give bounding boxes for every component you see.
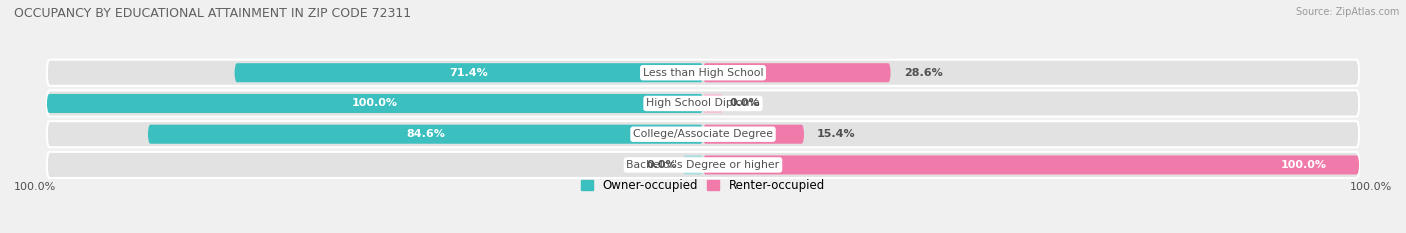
Text: OCCUPANCY BY EDUCATIONAL ATTAINMENT IN ZIP CODE 72311: OCCUPANCY BY EDUCATIONAL ATTAINMENT IN Z…: [14, 7, 411, 20]
FancyBboxPatch shape: [703, 155, 1360, 175]
Text: 71.4%: 71.4%: [450, 68, 488, 78]
Legend: Owner-occupied, Renter-occupied: Owner-occupied, Renter-occupied: [581, 179, 825, 192]
FancyBboxPatch shape: [703, 63, 890, 82]
FancyBboxPatch shape: [46, 94, 703, 113]
Text: 0.0%: 0.0%: [647, 160, 676, 170]
Text: Source: ZipAtlas.com: Source: ZipAtlas.com: [1295, 7, 1399, 17]
FancyBboxPatch shape: [148, 125, 703, 144]
FancyBboxPatch shape: [703, 94, 723, 113]
FancyBboxPatch shape: [46, 60, 1360, 86]
FancyBboxPatch shape: [46, 152, 1360, 178]
Text: 100.0%: 100.0%: [14, 182, 56, 192]
FancyBboxPatch shape: [683, 155, 703, 175]
Text: Bachelor's Degree or higher: Bachelor's Degree or higher: [627, 160, 779, 170]
Text: 100.0%: 100.0%: [352, 99, 398, 109]
FancyBboxPatch shape: [46, 121, 1360, 147]
Text: College/Associate Degree: College/Associate Degree: [633, 129, 773, 139]
Text: 28.6%: 28.6%: [904, 68, 942, 78]
FancyBboxPatch shape: [235, 63, 703, 82]
Text: 15.4%: 15.4%: [817, 129, 856, 139]
FancyBboxPatch shape: [703, 125, 804, 144]
Text: 100.0%: 100.0%: [1350, 182, 1392, 192]
Text: 0.0%: 0.0%: [730, 99, 759, 109]
Text: Less than High School: Less than High School: [643, 68, 763, 78]
Text: 84.6%: 84.6%: [406, 129, 444, 139]
Text: High School Diploma: High School Diploma: [647, 99, 759, 109]
Text: 100.0%: 100.0%: [1281, 160, 1326, 170]
FancyBboxPatch shape: [46, 90, 1360, 116]
